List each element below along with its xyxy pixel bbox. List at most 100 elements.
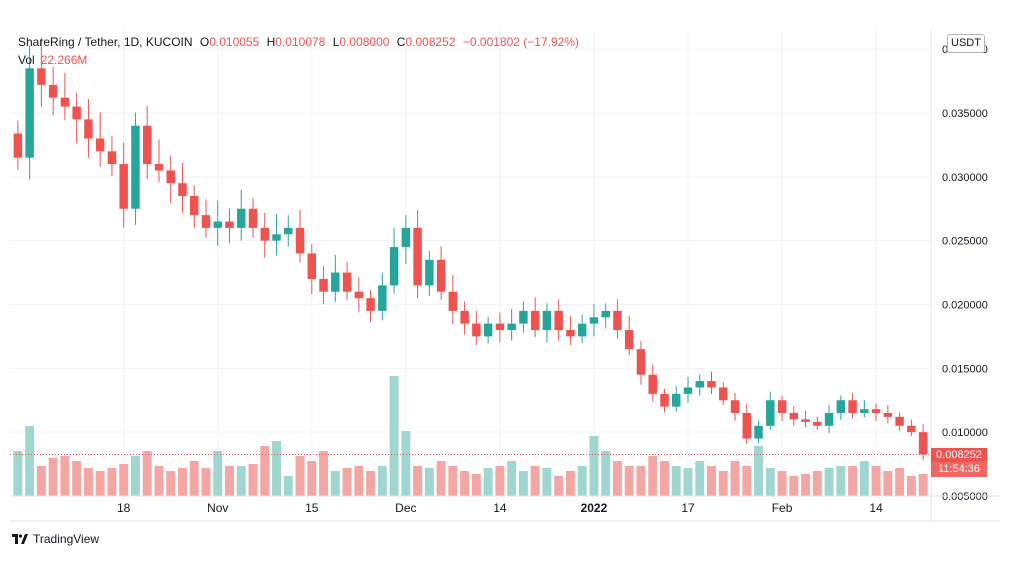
- candle-body: [413, 227, 422, 286]
- time-tick-label: 14: [493, 501, 507, 515]
- price-tick-label: 0.035000: [942, 108, 988, 120]
- volume-bar: [895, 468, 905, 496]
- volume-bar: [448, 466, 458, 496]
- volume-bar: [859, 461, 869, 496]
- volume-bar: [424, 468, 434, 496]
- candle-body: [483, 323, 493, 337]
- candle-body: [225, 221, 234, 228]
- candle-body: [72, 106, 81, 120]
- price-tick-label: 0.005000: [942, 491, 988, 503]
- change-value: −0.001802 (−17.92%): [462, 35, 579, 49]
- volume-bar: [283, 476, 293, 496]
- volume-bar: [507, 461, 517, 496]
- volume-bar: [260, 446, 270, 496]
- candle-body: [460, 310, 469, 324]
- volume-bar: [518, 471, 528, 496]
- candle-body: [237, 208, 246, 228]
- volume-bar: [824, 468, 834, 496]
- candle-body: [766, 400, 775, 426]
- open-label: O: [199, 35, 210, 49]
- volume-bar: [683, 468, 693, 496]
- time-axis[interactable]: 18 Nov 15 Dec 14 2022 17 Feb 14: [117, 501, 883, 515]
- volume-bar: [789, 476, 799, 496]
- volume-bar: [542, 468, 552, 496]
- volume-bar: [119, 464, 129, 496]
- candle-body: [836, 400, 846, 414]
- volume-bar: [695, 461, 705, 496]
- price-tick-label: 0.015000: [942, 363, 988, 375]
- price-tick-label: 0.010000: [942, 427, 988, 439]
- price-axis[interactable]: 0.0400000.0350000.0300000.0250000.020000…: [942, 44, 988, 503]
- candle-body: [213, 221, 222, 228]
- candle-body: [507, 323, 516, 331]
- time-tick-label: 2022: [581, 501, 608, 515]
- price-tick-label: 0.030000: [942, 172, 988, 184]
- candle-body: [577, 323, 587, 337]
- volume-bar: [201, 468, 211, 496]
- volume-bar: [13, 451, 23, 496]
- currency-button[interactable]: USDT: [947, 34, 985, 53]
- tradingview-logo[interactable]: TradingView: [12, 532, 99, 546]
- tradingview-logo-icon: [12, 534, 28, 544]
- candle-body: [25, 68, 34, 158]
- candle-body: [813, 421, 822, 426]
- tradingview-brand: TradingView: [33, 532, 100, 546]
- high-label: H: [266, 35, 276, 49]
- candle-body: [48, 84, 58, 98]
- time-tick-label: 18: [117, 501, 131, 515]
- candle-body: [601, 310, 610, 318]
- candle-body: [178, 183, 187, 196]
- high-value: 0.010078: [275, 35, 326, 49]
- candle-body: [683, 387, 693, 394]
- countdown-tag: 11:54:36: [931, 462, 987, 477]
- volume-bar: [166, 471, 176, 496]
- volume-bar: [812, 471, 822, 496]
- volume-bar: [836, 466, 846, 496]
- volume-bar: [25, 426, 35, 496]
- candle-body: [636, 349, 646, 375]
- legend-ohlc-row: ShareRing / Tether, 1D, KUCOIN O0.010055…: [18, 35, 579, 53]
- chart-legend: ShareRing / Tether, 1D, KUCOIN O0.010055…: [18, 35, 579, 71]
- candle-body: [13, 133, 23, 158]
- symbol-title[interactable]: ShareRing / Tether, 1D, KUCOIN: [18, 35, 193, 49]
- candle-body: [389, 247, 399, 286]
- candle-body: [742, 413, 752, 439]
- candle-body: [131, 125, 140, 209]
- time-tick-label: Nov: [207, 501, 228, 515]
- volume-bar: [342, 468, 352, 496]
- volume-bars: [13, 376, 928, 496]
- time-tick-label: 17: [681, 501, 695, 515]
- candle-body: [84, 119, 93, 139]
- candle-body: [201, 215, 211, 228]
- volume-bar: [554, 476, 564, 496]
- candle-body: [907, 425, 916, 433]
- volume-bar: [60, 456, 70, 496]
- volume-label[interactable]: Vol: [18, 53, 35, 67]
- candle-body: [883, 413, 893, 417]
- volume-bar: [906, 476, 916, 496]
- candle-body: [307, 253, 317, 279]
- volume-bar: [848, 466, 858, 496]
- candle-body: [801, 419, 810, 422]
- volume-bar: [460, 471, 470, 496]
- candle-body: [848, 400, 857, 414]
- volume-bar: [754, 446, 763, 496]
- volume-bar: [189, 461, 199, 496]
- volume-bar: [530, 466, 540, 496]
- volume-bar: [48, 458, 58, 496]
- candle-body: [448, 291, 458, 311]
- candle-body: [777, 400, 787, 414]
- candle-body: [918, 432, 928, 455]
- candle-body: [660, 393, 669, 407]
- volume-bar: [72, 461, 82, 496]
- candle-body: [530, 310, 540, 331]
- time-tick-label: 15: [305, 501, 319, 515]
- volume-bar: [718, 471, 728, 496]
- volume-bar: [636, 466, 646, 496]
- candle-body: [260, 227, 269, 241]
- candle-body: [754, 425, 763, 439]
- volume-bar: [707, 466, 716, 496]
- candle-body: [189, 195, 199, 216]
- candle-body: [119, 164, 128, 209]
